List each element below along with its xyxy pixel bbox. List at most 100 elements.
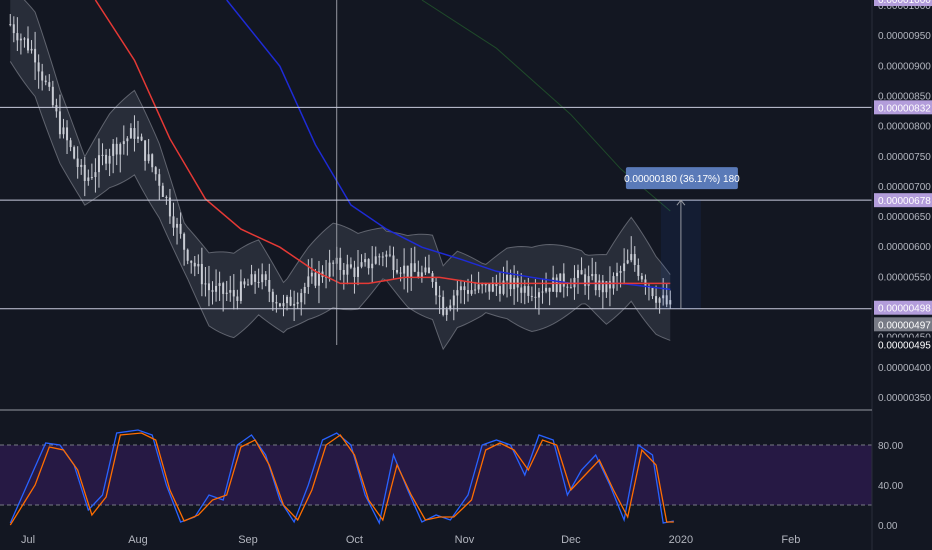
- candle-body: [467, 290, 469, 294]
- measure-label-text: 0.00000180 (36.17%) 180: [624, 174, 740, 185]
- candle-body: [236, 296, 239, 301]
- candle-body: [332, 262, 335, 264]
- candle-body: [584, 274, 587, 286]
- candle-body: [651, 288, 654, 297]
- candle-body: [197, 263, 200, 267]
- candle-body: [506, 274, 509, 281]
- candle-body: [200, 263, 203, 285]
- candle-body: [577, 270, 579, 278]
- candle-body: [73, 147, 76, 159]
- candle-body: [420, 272, 423, 278]
- candle-body: [580, 270, 583, 275]
- candle-body: [491, 282, 494, 292]
- price-badges: 0.00001000 0.00000832 0.00000678 0.00000498…: [874, 0, 932, 352]
- candle-body: [183, 233, 186, 250]
- candle-body: [484, 283, 487, 286]
- price-badge-box: [874, 100, 932, 115]
- candle-body: [640, 275, 643, 280]
- candle-body: [346, 264, 349, 275]
- candle-body: [293, 303, 296, 306]
- time-tick-label: Nov: [455, 534, 475, 546]
- candle-body: [66, 127, 69, 141]
- candle-body: [129, 128, 132, 139]
- candle-body: [573, 277, 576, 288]
- oscillator-tick-label: 0.00: [878, 521, 898, 532]
- candle-body: [119, 144, 122, 155]
- candle-body: [619, 271, 622, 273]
- candle-body: [144, 140, 147, 161]
- time-tick-label: Oct: [346, 534, 363, 546]
- band-upper: [23, 0, 671, 284]
- candle-body: [381, 256, 384, 258]
- candle-body: [396, 270, 399, 273]
- price-tick-label: 0.00000600: [878, 242, 931, 253]
- candle-body: [147, 154, 150, 161]
- candle-body: [527, 286, 530, 296]
- candle-body: [502, 280, 505, 294]
- candle-body: [449, 305, 452, 310]
- candle-body: [534, 296, 537, 298]
- candle-body: [23, 38, 26, 40]
- candle-body: [342, 269, 345, 275]
- candle-body: [424, 267, 427, 273]
- candle-body: [58, 111, 61, 135]
- stoch-k-line: [9, 429, 674, 525]
- price-badge-box: [874, 300, 932, 315]
- candle-body: [101, 154, 104, 156]
- candle-body: [317, 271, 320, 286]
- candle-body: [406, 265, 409, 278]
- candle-body: [154, 167, 157, 175]
- candle-body: [442, 296, 445, 315]
- candle-body: [140, 136, 143, 141]
- time-tick-label: Feb: [781, 534, 800, 546]
- price-tick-label: 0.00000850: [878, 91, 931, 102]
- candle-body: [669, 300, 672, 305]
- oscillator-tick-label: 40.00: [878, 481, 903, 492]
- candle-body: [261, 274, 264, 283]
- candle-body: [569, 287, 572, 289]
- stoch-d-line: [9, 432, 674, 526]
- candle-body: [112, 143, 115, 156]
- candle-body: [122, 141, 125, 145]
- time-tick-label: Jul: [21, 534, 35, 546]
- candle-body: [314, 272, 317, 286]
- candle-body: [523, 286, 526, 293]
- candle-body: [126, 138, 129, 142]
- candle-body: [9, 24, 12, 26]
- candle-body: [623, 263, 626, 272]
- oscillator-tick-label: 80.00: [878, 441, 903, 452]
- price-tick-label: 0.00000650: [878, 212, 931, 223]
- candle-body: [264, 274, 267, 280]
- candle-body: [247, 284, 249, 286]
- time-axis[interactable]: Jul Aug Sep Oct Nov Dec 2020 Feb: [21, 534, 800, 546]
- candle-body: [303, 286, 306, 294]
- candle-body: [470, 290, 473, 294]
- candle-body: [232, 290, 235, 297]
- price-tick-label: 0.00000550: [878, 272, 931, 283]
- ma-fast-line: [94, 0, 671, 285]
- time-tick-label: Aug: [128, 534, 148, 546]
- candle-body: [90, 177, 93, 179]
- candle-body: [229, 290, 232, 293]
- price-badge-text: 0.00000498: [878, 304, 931, 315]
- candle-body: [520, 287, 523, 293]
- candle-body: [498, 286, 501, 294]
- candle-body: [172, 216, 175, 228]
- candle-body: [151, 154, 154, 168]
- candle-body: [250, 274, 253, 285]
- candle-body: [254, 274, 257, 282]
- candle-body: [612, 276, 615, 289]
- candle-body: [282, 303, 285, 307]
- price-tick-label: 0.00000700: [878, 182, 931, 193]
- candle-body: [516, 277, 519, 288]
- candle-body: [587, 276, 590, 286]
- candle-body: [16, 33, 19, 41]
- horizontal-levels[interactable]: [0, 106, 872, 310]
- measure-tool[interactable]: 0.00000180 (36.17%) 180: [624, 167, 740, 309]
- candle-body: [410, 263, 413, 278]
- candle-body: [427, 267, 430, 274]
- candle-body: [555, 277, 558, 293]
- price-badge-text: 0.00000497: [878, 320, 931, 331]
- candle-body: [388, 254, 391, 256]
